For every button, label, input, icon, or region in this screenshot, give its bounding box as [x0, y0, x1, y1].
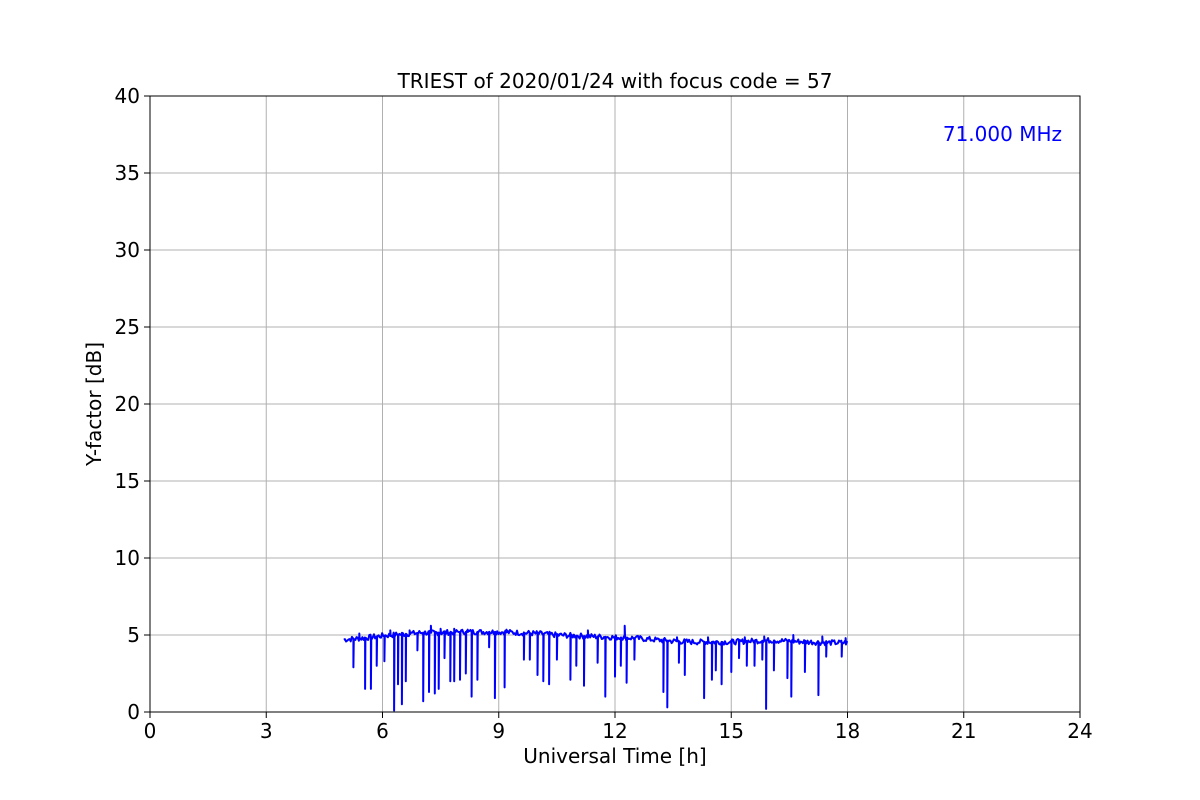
y-tick-label: 40 — [115, 84, 140, 108]
ticks: 0 3 6 9 12 15 18 21 24 0 5 10 15 20 25 30 35 40 — [115, 84, 1093, 743]
x-tick-label: 18 — [835, 719, 860, 743]
x-tick-label: 15 — [719, 719, 744, 743]
series-line — [343, 624, 849, 712]
y-tick-label: 15 — [115, 469, 140, 493]
chart-title: TRIEST of 2020/01/24 with focus code = 5… — [397, 69, 833, 93]
y-tick-label: 0 — [127, 700, 140, 724]
x-tick-label: 3 — [260, 719, 273, 743]
x-tick-label: 24 — [1067, 719, 1092, 743]
x-tick-label: 9 — [492, 719, 505, 743]
x-axis-label: Universal Time [h] — [523, 744, 706, 768]
y-tick-label: 25 — [115, 315, 140, 339]
y-tick-label: 20 — [115, 392, 140, 416]
y-axis-label: Y-factor [dB] — [82, 342, 106, 467]
y-tick-label: 10 — [115, 546, 140, 570]
grid — [149, 95, 1081, 713]
y-tick-label: 35 — [115, 161, 140, 185]
y-tick-label: 30 — [115, 238, 140, 262]
x-tick-label: 0 — [144, 719, 157, 743]
x-tick-label: 21 — [951, 719, 976, 743]
series-layer — [343, 624, 849, 712]
x-tick-label: 12 — [602, 719, 627, 743]
x-tick-label: 6 — [376, 719, 389, 743]
y-tick-label: 5 — [127, 623, 140, 647]
frequency-annotation: 71.000 MHz — [943, 122, 1062, 146]
